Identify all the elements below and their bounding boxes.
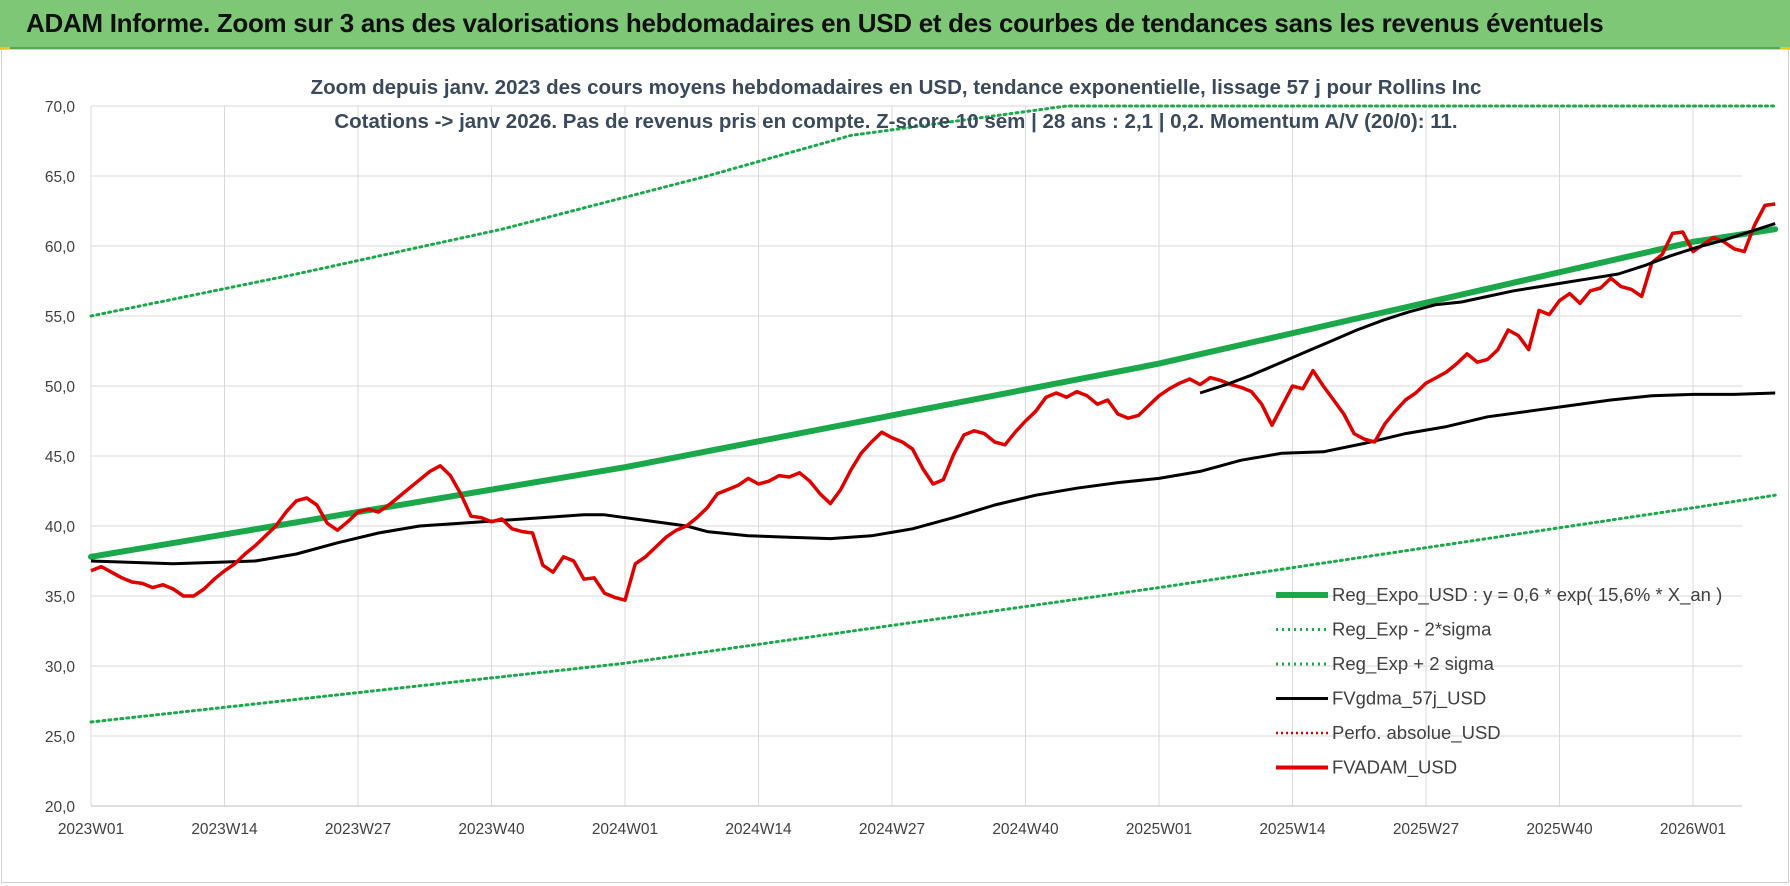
- series-line-0: [88, 226, 1779, 560]
- chart-title-line2: Cotations -> janv 2026. Pas de revenus p…: [334, 110, 1457, 133]
- y-tick-label: 40,0: [45, 519, 76, 536]
- x-tick-label: 2025W01: [1126, 821, 1192, 838]
- x-tick-label: 2025W27: [1393, 821, 1459, 838]
- report-title: ADAM Informe. Zoom sur 3 ans des valoris…: [26, 8, 1604, 38]
- x-tick-label: 2023W01: [58, 821, 124, 838]
- x-tick-label: 2023W27: [325, 821, 391, 838]
- x-tick-label: 2024W14: [725, 821, 792, 838]
- corner-mark-left: [0, 47, 10, 50]
- chart-title-group: Zoom depuis janv. 2023 des cours moyens …: [311, 76, 1482, 133]
- y-tick-label: 65,0: [45, 169, 76, 186]
- legend-label: Reg_Exp + 2 sigma: [1332, 653, 1495, 675]
- axis-layer: 20,0 25,0 30,0 35,0 40,0 45,0 50,0 55,0 60,0 65,0…: [45, 99, 1742, 838]
- legend-label: Reg_Expo_USD : y = 0,6 * exp( 15,6% * X_…: [1332, 584, 1722, 606]
- series-line-gdma-tail: [1199, 222, 1776, 395]
- corner-mark-right: [1780, 47, 1790, 50]
- y-tick-label: 55,0: [45, 309, 76, 326]
- series-line-3: [90, 391, 1776, 566]
- y-tick-label: 70,0: [45, 99, 76, 116]
- series-line-1: [89, 493, 1777, 724]
- chart-title-line1: Zoom depuis janv. 2023 des cours moyens …: [311, 76, 1482, 99]
- y-tick-label: 30,0: [45, 659, 76, 676]
- y-tick-label: 20,0: [45, 799, 76, 816]
- legend-label: Perfo. absolue_USD: [1332, 722, 1501, 744]
- x-tick-label: 2023W14: [191, 821, 258, 838]
- series-layer: [88, 104, 1779, 724]
- x-tick-label: 2023W40: [458, 821, 525, 838]
- y-tick-label: 25,0: [45, 729, 76, 746]
- x-tick-label: 2024W01: [592, 821, 658, 838]
- legend-label: FVADAM_USD: [1332, 757, 1457, 779]
- x-tick-label: 2024W40: [992, 821, 1059, 838]
- y-tick-label: 45,0: [45, 449, 76, 466]
- report-banner: ADAM Informe. Zoom sur 3 ans des valoris…: [0, 0, 1790, 49]
- chart-legend: Reg_Expo_USD : y = 0,6 * exp( 15,6% * X_…: [1276, 584, 1722, 779]
- x-tick-label: 2025W14: [1259, 821, 1326, 838]
- x-tick-label: 2026W01: [1660, 821, 1726, 838]
- legend-label: Reg_Exp - 2*sigma: [1332, 619, 1492, 641]
- x-tick-label: 2024W27: [859, 821, 925, 838]
- y-tick-label: 50,0: [45, 379, 76, 396]
- y-tick-label: 60,0: [45, 239, 76, 256]
- legend-label: FVgdma_57j_USD: [1332, 688, 1486, 710]
- y-tick-label: 35,0: [45, 589, 76, 606]
- series-line-2: [89, 104, 1777, 318]
- series-line-fvadam: [90, 202, 1776, 602]
- x-tick-label: 2025W40: [1526, 821, 1593, 838]
